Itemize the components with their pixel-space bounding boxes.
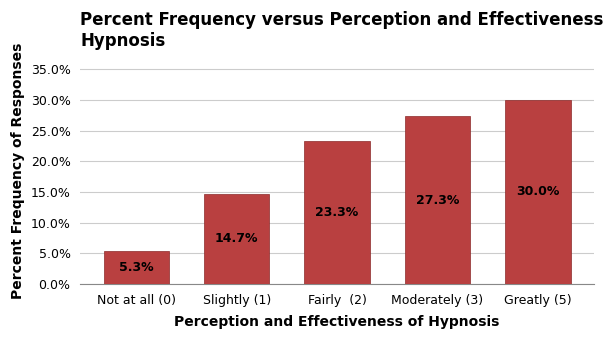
Text: 27.3%: 27.3% (416, 194, 459, 207)
Bar (304, 141, 370, 284)
Text: Percent Frequency versus Perception and Effectiveness of
Hypnosis: Percent Frequency versus Perception and … (80, 11, 605, 50)
Text: 23.3%: 23.3% (315, 206, 359, 219)
Text: 14.7%: 14.7% (215, 232, 258, 245)
Bar (204, 194, 269, 284)
X-axis label: Perception and Effectiveness of Hypnosis: Perception and Effectiveness of Hypnosis (174, 315, 500, 329)
Y-axis label: Percent Frequency of Responses: Percent Frequency of Responses (11, 42, 25, 299)
Text: 5.3%: 5.3% (119, 261, 154, 274)
Bar (505, 100, 571, 284)
Text: 30.0%: 30.0% (516, 185, 560, 198)
Bar (103, 251, 169, 284)
Bar (405, 117, 470, 284)
